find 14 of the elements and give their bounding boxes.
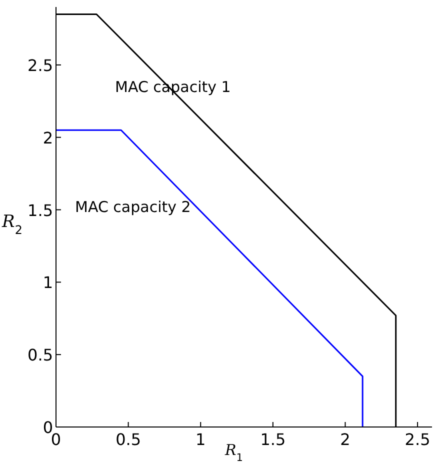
x-axis-title: R$_{1}$ — [224, 441, 243, 464]
y-tick-label: 1 — [42, 273, 53, 292]
y-axis-title: R$_{2}$ — [1, 212, 22, 237]
annotation: MAC capacity 2 — [75, 198, 191, 216]
x-tick-label: 1.5 — [260, 430, 286, 449]
x-tick-label: 2.5 — [404, 430, 430, 449]
x-tick-label: 1 — [196, 430, 206, 449]
y-tick-label: 1.5 — [28, 200, 53, 220]
y-tick-label: 0 — [42, 418, 53, 437]
x-tick-label: 0.5 — [116, 430, 142, 449]
x-tick-label: 2 — [340, 430, 350, 449]
y-tick-label: 2.5 — [28, 56, 53, 75]
y-tick-label: 2 — [42, 128, 53, 148]
y-tick-label: 0.5 — [28, 346, 53, 365]
